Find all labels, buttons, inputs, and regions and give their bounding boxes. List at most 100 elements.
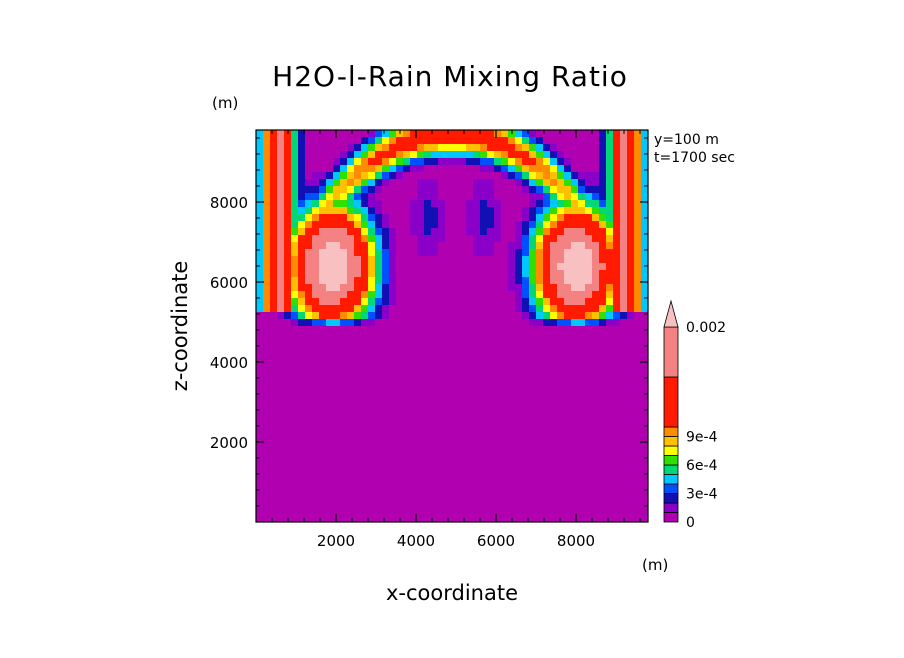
heatmap-cell xyxy=(354,473,362,481)
heatmap-cell xyxy=(382,368,390,376)
heatmap-cell xyxy=(389,445,397,453)
heatmap-cell xyxy=(361,466,369,474)
heatmap-cell xyxy=(543,431,551,439)
heatmap-cell xyxy=(571,494,579,502)
heatmap-cell xyxy=(305,200,313,208)
heatmap-cell xyxy=(606,277,614,285)
heatmap-cell xyxy=(340,403,348,411)
heatmap-cell xyxy=(515,193,523,201)
heatmap-cell xyxy=(375,480,383,488)
heatmap-cell xyxy=(347,480,355,488)
heatmap-cell xyxy=(263,382,271,390)
heatmap-cell xyxy=(466,375,474,383)
heatmap-cell xyxy=(466,179,474,187)
heatmap-cell xyxy=(298,340,306,348)
heatmap-cell xyxy=(536,361,544,369)
heatmap-cell xyxy=(277,480,285,488)
heatmap-cell xyxy=(543,151,551,159)
heatmap-cell xyxy=(613,263,621,271)
heatmap-cell xyxy=(284,347,292,355)
heatmap-cell xyxy=(550,284,558,292)
heatmap-cell xyxy=(494,347,502,355)
heatmap-cell xyxy=(410,445,418,453)
heatmap-cell xyxy=(599,459,607,467)
heatmap-cell xyxy=(396,151,404,159)
heatmap-cell xyxy=(403,368,411,376)
heatmap-cell xyxy=(263,445,271,453)
heatmap-cell xyxy=(487,459,495,467)
heatmap-cell xyxy=(382,389,390,397)
heatmap-cell xyxy=(634,403,642,411)
heatmap-cell xyxy=(396,228,404,236)
heatmap-cell xyxy=(256,410,264,418)
heatmap-cell xyxy=(452,417,460,425)
heatmap-cell xyxy=(480,263,488,271)
heatmap-cell xyxy=(641,137,648,145)
heatmap-cell xyxy=(494,515,502,522)
heatmap-cell xyxy=(263,256,271,264)
x-tick-label: 2000 xyxy=(317,532,355,550)
heatmap-cell xyxy=(403,277,411,285)
heatmap-cell xyxy=(347,249,355,257)
heatmap-cell xyxy=(445,193,453,201)
heatmap-cell xyxy=(641,221,648,229)
heatmap-cell xyxy=(312,466,320,474)
heatmap-cell xyxy=(361,172,369,180)
heatmap-cell xyxy=(326,151,334,159)
heatmap-cell xyxy=(263,480,271,488)
heatmap-cell xyxy=(494,333,502,341)
heatmap-cell xyxy=(606,487,614,495)
heatmap-cell xyxy=(354,298,362,306)
heatmap-cell xyxy=(319,144,327,152)
heatmap-cell xyxy=(270,466,278,474)
heatmap-cell xyxy=(424,193,432,201)
heatmap-cell xyxy=(473,396,481,404)
heatmap-cell xyxy=(410,249,418,257)
heatmap-cell xyxy=(585,291,593,299)
heatmap-cell xyxy=(284,305,292,313)
heatmap-cell xyxy=(599,172,607,180)
heatmap-cell xyxy=(480,473,488,481)
heatmap-cell xyxy=(599,235,607,243)
heatmap-cell xyxy=(424,235,432,243)
heatmap-cell xyxy=(340,270,348,278)
heatmap-cell xyxy=(459,396,467,404)
heatmap-cell xyxy=(641,501,648,509)
heatmap-cell xyxy=(592,137,600,145)
heatmap-cell xyxy=(529,403,537,411)
heatmap-cell xyxy=(501,410,509,418)
heatmap-cell xyxy=(557,431,565,439)
heatmap-cell xyxy=(599,214,607,222)
heatmap-cell xyxy=(536,298,544,306)
heatmap-cell xyxy=(627,263,635,271)
heatmap-cell xyxy=(424,466,432,474)
heatmap-cell xyxy=(557,214,565,222)
heatmap-cell xyxy=(438,459,446,467)
heatmap-cell xyxy=(557,221,565,229)
heatmap-cell xyxy=(641,277,648,285)
heatmap-cell xyxy=(389,424,397,432)
heatmap-cell xyxy=(564,452,572,460)
heatmap-cell xyxy=(613,270,621,278)
heatmap-cell xyxy=(564,438,572,446)
heatmap-cell xyxy=(361,242,369,250)
heatmap-cell xyxy=(487,508,495,516)
heatmap-cell xyxy=(585,410,593,418)
heatmap-cell xyxy=(438,214,446,222)
heatmap-cell xyxy=(585,501,593,509)
heatmap-cell xyxy=(375,235,383,243)
heatmap-cell xyxy=(501,368,509,376)
heatmap-cell xyxy=(571,424,579,432)
heatmap-cell xyxy=(634,130,642,138)
heatmap-cell xyxy=(501,214,509,222)
heatmap-cell xyxy=(571,473,579,481)
heatmap-cell xyxy=(578,466,586,474)
heatmap-cell xyxy=(487,487,495,495)
heatmap-cell xyxy=(564,410,572,418)
heatmap-cell xyxy=(291,515,299,522)
heatmap-cell xyxy=(431,270,439,278)
heatmap-cell xyxy=(529,340,537,348)
heatmap-cell xyxy=(466,130,474,138)
heatmap-cell xyxy=(319,368,327,376)
heatmap-cell xyxy=(480,179,488,187)
